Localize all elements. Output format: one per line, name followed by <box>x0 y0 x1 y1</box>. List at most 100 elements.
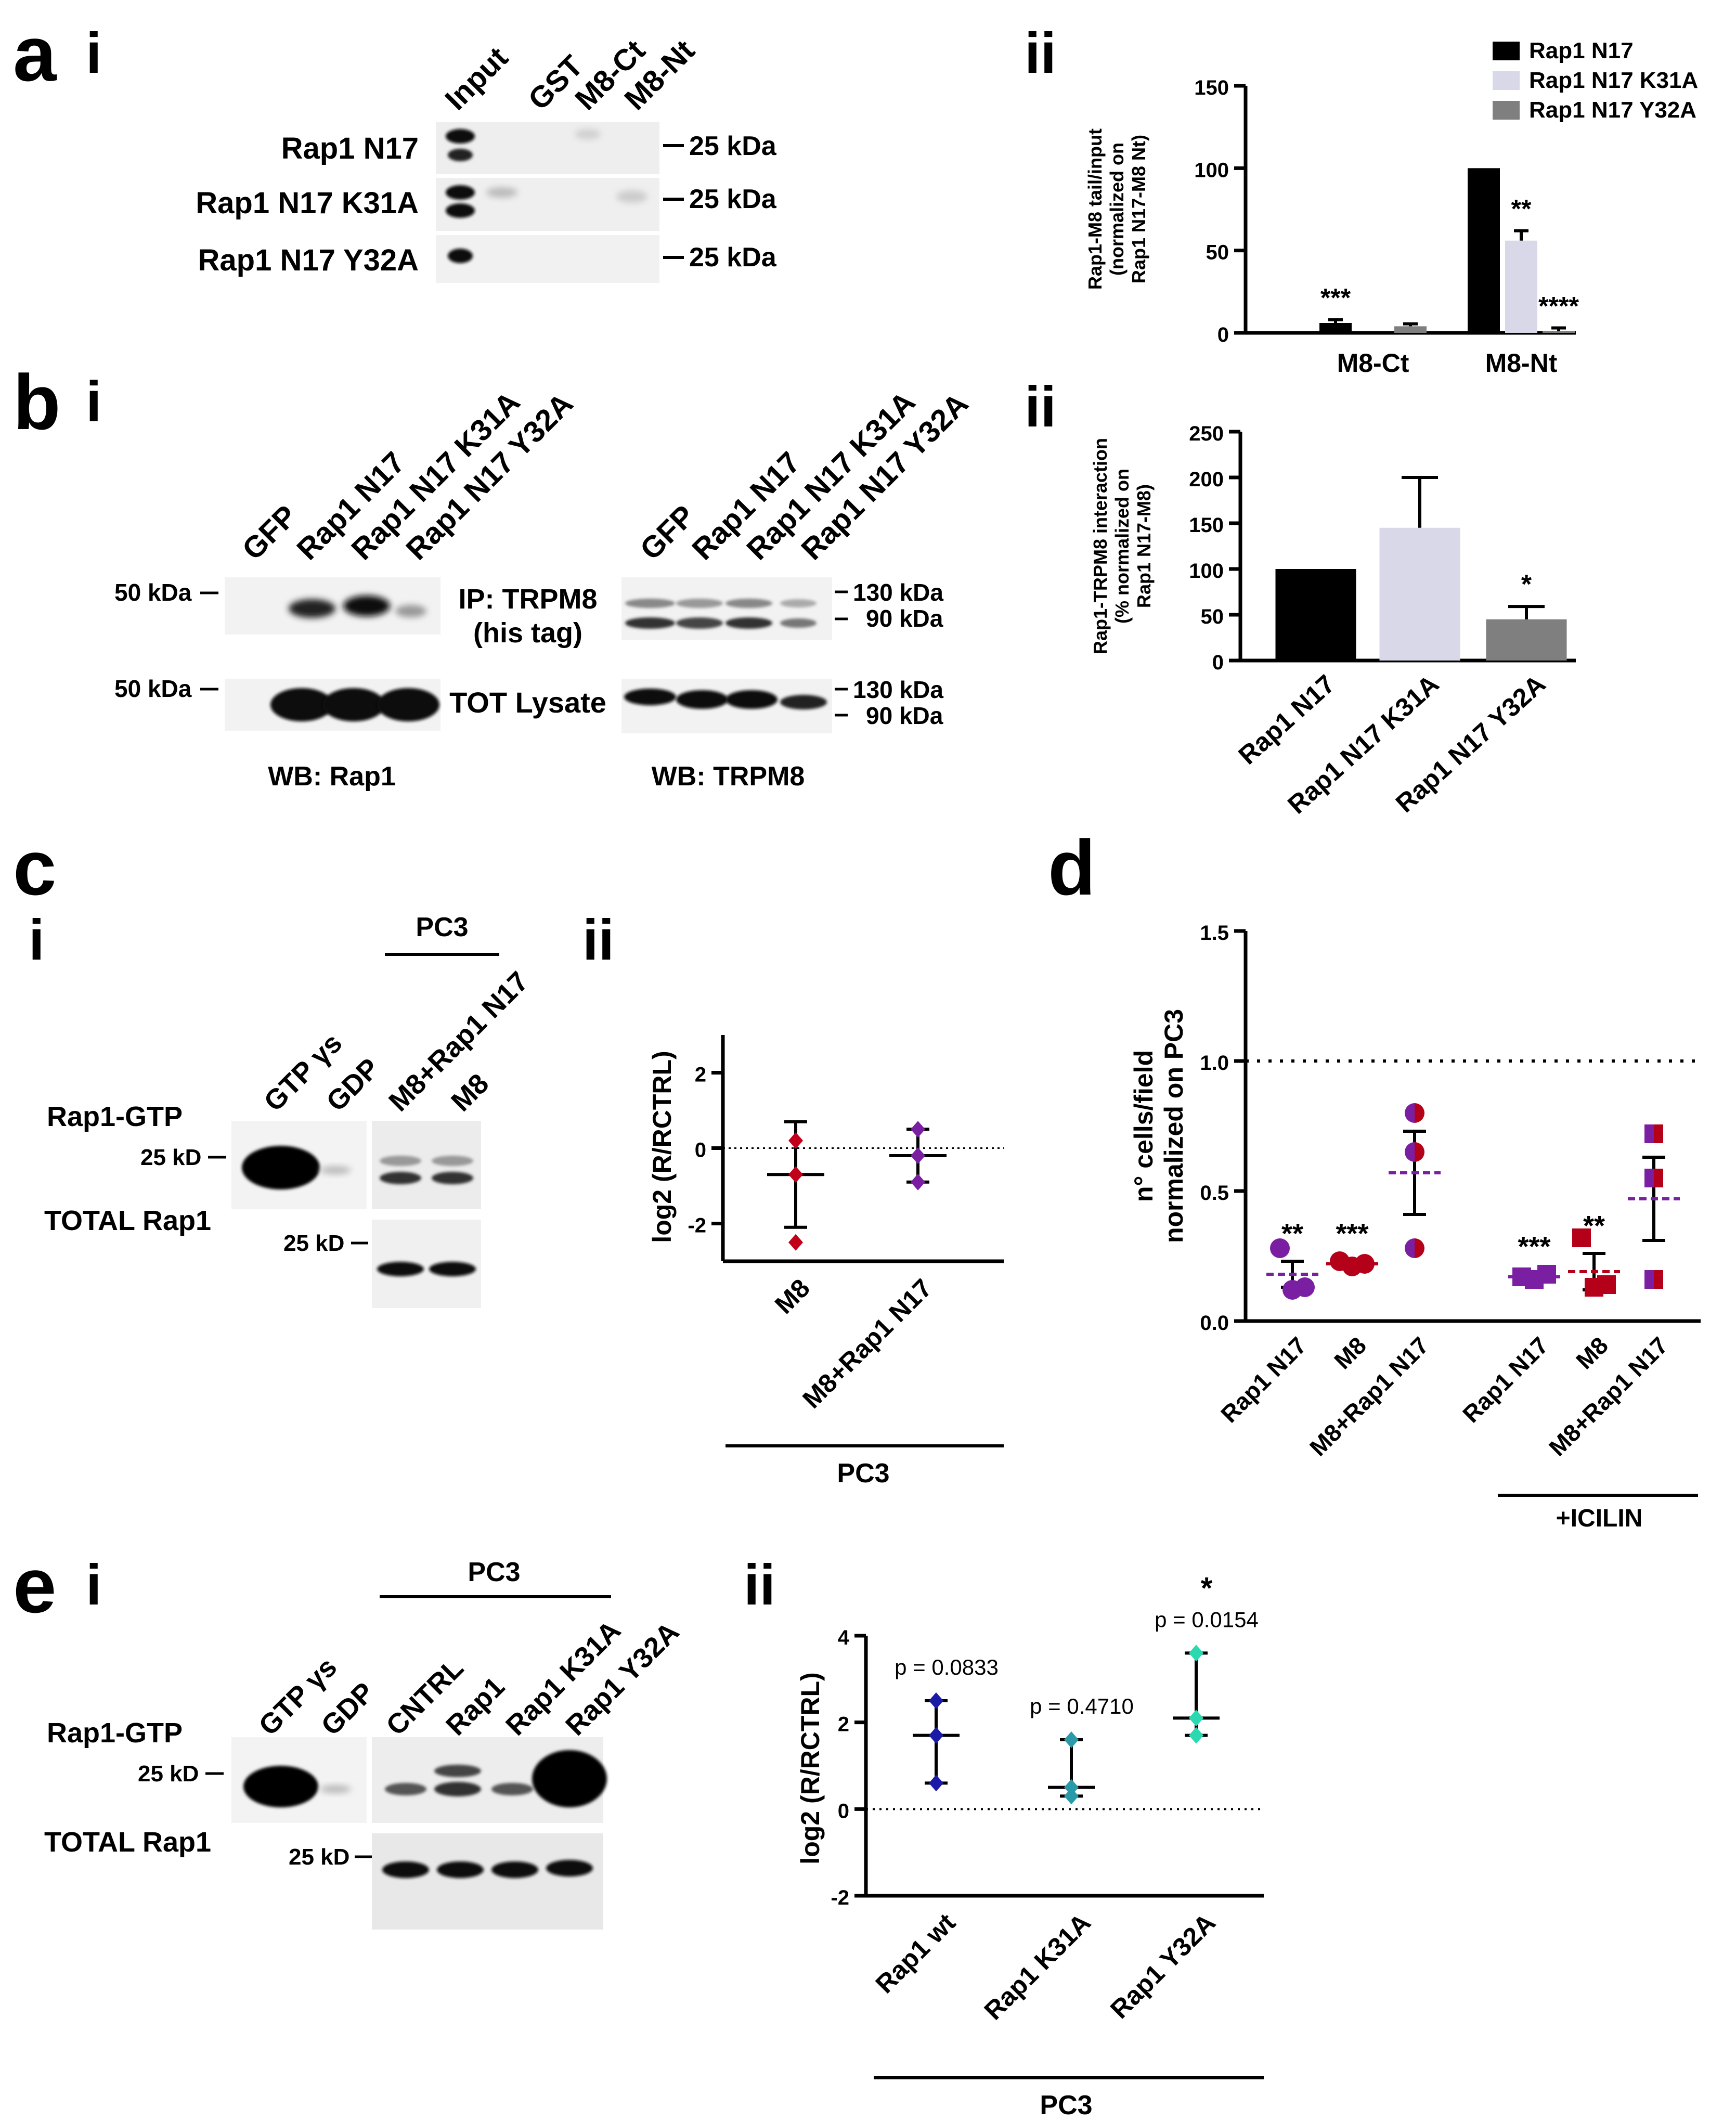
chart-d: 0.0 0.5 1.0 1.5 n° cells/field normalized on … <box>1129 922 1701 1532</box>
sig-label: **** <box>1538 292 1579 321</box>
panel-sublabel-e-i: i <box>86 1553 102 1617</box>
data-point-2-1-b <box>1415 1142 1424 1162</box>
blot-b-ip-label-1: IP: TRPM8 <box>458 584 597 615</box>
y-tick-label: 100 <box>1194 159 1229 182</box>
data-point-0-1 <box>788 1166 803 1183</box>
y-axis-label: log2 (R/RCTRL) <box>796 1672 825 1864</box>
blot-b-wb-right: WB: TRPM8 <box>652 761 805 792</box>
data-point-3-2 <box>1537 1265 1556 1284</box>
sig-label: * <box>1201 1571 1213 1605</box>
data-point-2-0 <box>1189 1645 1203 1662</box>
data-point-2-1 <box>1189 1710 1203 1727</box>
bar-M8-Ct-2 <box>1394 326 1427 333</box>
blot-b-tot-label: TOT Lysate <box>449 686 606 719</box>
data-point-2-2 <box>1189 1727 1203 1744</box>
chart-e-ii: -2 0 2 4 log2 (R/RCTRL) p = 0.0833 Rap1 wt p = … <box>796 1571 1264 2120</box>
data-point-4-2 <box>1597 1275 1616 1294</box>
blot-c-lanes: GTP γs GDP M8+Rap1 N17 M8 <box>258 966 535 1118</box>
data-point-2-2-a <box>1405 1238 1415 1258</box>
blot-b-wb-left: WB: Rap1 <box>268 761 396 792</box>
blot-c-marker-2: 25 kD <box>283 1231 344 1256</box>
sig-label: ** <box>1583 1210 1605 1241</box>
blot-b-left-marker-1: 50 kDa <box>114 579 192 606</box>
y-tick-label: -2 <box>831 1886 849 1909</box>
y-axis-label: (% normalized on <box>1111 469 1133 624</box>
data-point-5-2-b <box>1654 1270 1663 1289</box>
p-value-label: p = 0.0154 <box>1155 1607 1259 1632</box>
y-tick-label: 200 <box>1189 468 1224 491</box>
y-tick-label: 0 <box>838 1800 849 1822</box>
y-tick-label: 50 <box>1206 241 1229 264</box>
y-tick-label: 1.0 <box>1200 1052 1229 1075</box>
data-point-1-1 <box>1064 1779 1079 1796</box>
sig-label: *** <box>1518 1231 1550 1262</box>
legend-swatch-1 <box>1493 71 1520 90</box>
blot-b-left-lane-1: GFP <box>236 499 303 566</box>
data-point-0-2 <box>1295 1277 1315 1297</box>
blot-b-right-marker-130b: 130 kDa <box>853 676 943 703</box>
panel-label-b: b <box>13 358 61 446</box>
bar-0 <box>1275 569 1356 661</box>
blot-b-left-marker: 50 kDa 50 kDa <box>114 579 218 702</box>
blot-e-marker-2: 25 kD <box>289 1844 349 1870</box>
blot-b-left-lanes: GFP Rap1 N17 Rap1 N17 K31A Rap1 N17 Y32A <box>236 385 579 566</box>
y-axis-label: normalized on PC3 <box>1159 1009 1188 1243</box>
blot-c-total: TOTAL Rap1 <box>44 1205 211 1236</box>
legend-label-2: Rap1 N17 Y32A <box>1529 97 1696 123</box>
chart-b-ii: 0 50 100 150 200 250 Rap1-TRPM8 interaction (% … <box>1090 422 1576 819</box>
data-point-1-0 <box>1064 1731 1079 1748</box>
blot-b-right-marker-90a: 90 kDa <box>866 605 943 632</box>
blot-a-row-1: Rap1 N17 <box>281 132 419 165</box>
x-category-label: Rap1 wt <box>870 1908 961 1999</box>
sig-label: *** <box>1336 1218 1368 1249</box>
blot-a-row-3: Rap1 N17 Y32A <box>198 243 419 277</box>
data-point-5-1-a <box>1644 1169 1654 1187</box>
y-axis-label: log2 (R/RCTRL) <box>647 1051 677 1243</box>
legend-swatch-0 <box>1493 42 1520 60</box>
y-axis-label: Rap1-TRPM8 interaction <box>1090 438 1111 654</box>
chart-a-ii: 0 50 100 150 Rap1-M8 tail/input (normalized o… <box>1084 38 1698 378</box>
data-point-5-1-b <box>1654 1169 1663 1187</box>
data-point-1-2 <box>1355 1254 1375 1274</box>
x-category-label: M8-Nt <box>1485 348 1558 378</box>
blot-b-right-lanes: GFP Rap1 N17 Rap1 N17 K31A Rap1 N17 Y32A <box>633 385 975 566</box>
y-axis-label: n° cells/field <box>1129 1050 1158 1202</box>
data-point-0-2 <box>788 1234 803 1251</box>
blot-b-right-markers: 130 kDa 90 kDa 130 kDa 90 kDa <box>835 579 943 729</box>
bar-2 <box>1486 619 1567 661</box>
bar-M8-Ct-0 <box>1319 323 1352 333</box>
blot-e-marker-1: 25 kD <box>138 1761 199 1787</box>
blot-a-lane-labels: Input GST M8-Ct M8-Nt <box>438 33 701 117</box>
legend-swatch-2 <box>1493 101 1520 120</box>
y-tick-label: -2 <box>688 1214 706 1237</box>
data-point-2-2-b <box>1415 1238 1424 1258</box>
panel-label-d: d <box>1048 824 1096 911</box>
panel-sublabel-a-ii: ii <box>1025 21 1056 85</box>
data-point-0-0 <box>929 1692 943 1709</box>
data-point-1-1 <box>911 1147 925 1164</box>
x-category-label: M8 <box>769 1273 815 1319</box>
data-point-0-2 <box>929 1775 943 1792</box>
sig-label: ** <box>1281 1218 1303 1249</box>
blot-a-lane-input: Input <box>438 41 514 117</box>
p-value-label: p = 0.0833 <box>895 1655 999 1679</box>
bar-M8-Nt-2 <box>1543 331 1575 333</box>
data-point-2-0-a <box>1405 1103 1415 1123</box>
sig-label: *** <box>1320 283 1351 313</box>
blot-a-row-2: Rap1 N17 K31A <box>196 186 419 220</box>
blot-b-right-image <box>621 577 832 733</box>
sig-label: ** <box>1511 195 1532 224</box>
y-tick-label: 0 <box>1217 324 1229 346</box>
data-point-1-0 <box>911 1121 925 1138</box>
panel-sublabel-c-i: i <box>29 908 45 972</box>
y-axis-label: Rap1 N17-M8) <box>1133 484 1155 608</box>
x-category-label: M8+Rap1 N17 <box>797 1273 938 1414</box>
y-tick-label: 2 <box>695 1064 706 1086</box>
panel-sublabel-a-i: i <box>86 21 102 85</box>
y-tick-label: 150 <box>1194 76 1229 99</box>
data-point-4-0 <box>1572 1228 1591 1247</box>
y-tick-label: 0 <box>695 1139 706 1162</box>
group-label: +ICILIN <box>1556 1505 1643 1532</box>
